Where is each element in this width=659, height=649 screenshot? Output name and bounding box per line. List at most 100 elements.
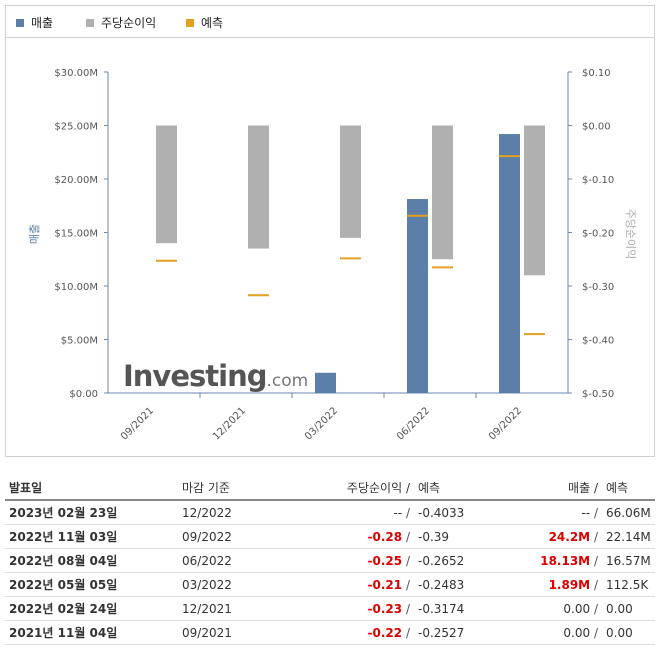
cell-eps-separator: /	[405, 505, 410, 520]
cell-date: 2023년 02월 23일	[5, 500, 178, 525]
cell-date: 2022년 02월 24일	[5, 596, 178, 621]
legend-eps[interactable]: 주당순이익	[86, 14, 156, 31]
cell-eps-forecast: -0.4033	[414, 500, 512, 525]
right-tick-label: $-0.10	[582, 175, 614, 186]
legend-eps-label: 주당순이익	[101, 16, 157, 30]
cell-revenue: -- /	[512, 500, 602, 525]
table-row: 2022년 08월 04일 06/2022 -0.25 /-0.2652 18.13M…	[5, 548, 655, 573]
header-revenue-forecast[interactable]: 예측	[602, 475, 655, 501]
cell-revenue-forecast: 0.00	[602, 596, 655, 621]
cell-eps-value: -0.22	[367, 625, 403, 640]
right-tick-label: $-0.20	[582, 229, 614, 240]
cell-revenue-separator: /	[593, 625, 598, 640]
chart-plot: $30.00M $25.00M $20.00M $15.00M $10.00M $5.00…	[28, 68, 637, 442]
cell-period: 12/2021	[178, 596, 286, 621]
table-row: 2022년 02월 24일 12/2021 -0.23 /-0.3174 0.00 /…	[5, 596, 655, 621]
right-tick-label: $0.00	[582, 122, 611, 133]
cell-revenue-forecast: 0.00	[602, 620, 655, 645]
eps-bar	[432, 125, 453, 260]
cell-eps-separator: /	[405, 553, 410, 568]
cell-eps: -0.22 /	[286, 620, 414, 645]
cell-revenue: 18.13M /	[512, 548, 602, 573]
table-row: 2023년 02월 23일 12/2022 -- / -0.4033 -- /66.06…	[5, 500, 655, 525]
logo-suffix-text: .com	[266, 371, 309, 391]
cell-period: 03/2022	[178, 572, 286, 597]
cell-revenue-forecast: 112.5K	[602, 572, 655, 597]
cell-period: 12/2022	[178, 500, 286, 525]
logo-main-text: Investing	[123, 359, 267, 393]
table-row: 2022년 11월 03일 09/2022 -0.28 /-0.39 24.2M /2…	[5, 524, 655, 549]
cell-eps-value: -0.21	[367, 577, 403, 592]
table-row: 2022년 05월 05일 03/2022 -0.21 / -0.2483 1.89M …	[5, 572, 655, 597]
legend-forecast-swatch	[186, 18, 194, 27]
right-tick-label: $-0.50	[582, 389, 614, 400]
cell-date: 2021년 11월 04일	[5, 620, 178, 645]
left-tick-label: $20.00M	[54, 175, 98, 186]
cell-revenue-value: 1.89M	[548, 577, 591, 592]
header-eps-forecast[interactable]: 예측	[414, 475, 512, 501]
chart-legend: 매출 주당순이익 예측	[6, 6, 654, 38]
table-row: 2021년 11월 04일 09/2021 -0.22 /-0.2527 0.00 /…	[5, 620, 655, 645]
left-tick-label: $30.00M	[54, 68, 98, 79]
legend-revenue-label: 매출	[31, 16, 54, 30]
cell-eps: -0.23 /	[286, 596, 414, 621]
cell-revenue-forecast: 22.14M	[602, 524, 655, 549]
cell-revenue: 0.00 /	[512, 596, 602, 621]
cell-eps-value: --	[393, 505, 403, 520]
right-axis-title: 주당순이익	[624, 209, 637, 260]
left-tick-label: $15.00M	[54, 229, 98, 240]
left-tick-label: $5.00M	[61, 336, 98, 347]
cell-revenue-value: 0.00	[563, 625, 591, 640]
right-tick-label: $0.10	[582, 68, 611, 79]
cell-revenue-value: 18.13M	[540, 553, 591, 568]
left-tick-label: $10.00M	[54, 282, 98, 293]
earnings-chart-panel: 매출 주당순이익 예측 $30.00M $25.00M $20.00M $15.00M…	[5, 5, 655, 457]
cell-eps-value: -0.25	[367, 553, 403, 568]
header-period[interactable]: 마감 기준	[178, 475, 286, 501]
header-eps-label: 주당순이익	[346, 480, 403, 495]
cell-eps-forecast: -0.3174	[414, 596, 512, 621]
header-eps[interactable]: 주당순이익 /	[286, 475, 414, 501]
header-date[interactable]: 발표일	[5, 475, 178, 501]
cell-revenue-separator: /	[593, 505, 598, 520]
cell-eps: -0.28 /	[286, 524, 414, 549]
right-tick-label: $-0.30	[582, 282, 614, 293]
cell-revenue-value: 24.2M	[548, 529, 591, 544]
revenue-bar	[499, 134, 520, 393]
header-revenue[interactable]: 매출 /	[512, 475, 602, 501]
cell-eps-separator: /	[405, 529, 410, 544]
cell-revenue-separator: /	[593, 601, 598, 616]
left-tick-label: $25.00M	[54, 122, 98, 133]
cell-eps-separator: /	[405, 601, 410, 616]
right-tick-label: $-0.40	[582, 336, 614, 347]
cell-revenue-forecast: 16.57M	[602, 548, 655, 573]
cell-eps-forecast: -0.2652	[414, 548, 512, 573]
cell-period: 09/2022	[178, 524, 286, 549]
cell-eps-separator: /	[405, 577, 410, 592]
cell-period: 09/2021	[178, 620, 286, 645]
cell-eps-forecast: -0.2527	[414, 620, 512, 645]
cell-eps-value: -0.23	[367, 601, 403, 616]
legend-revenue[interactable]: 매출	[16, 14, 53, 31]
legend-forecast-label: 예측	[201, 16, 224, 30]
investing-logo: Investing.com	[123, 359, 308, 393]
eps-bar	[156, 125, 177, 244]
eps-bar	[340, 125, 361, 238]
cell-date: 2022년 08월 04일	[5, 548, 178, 573]
left-tick-label: $0.00	[69, 389, 98, 400]
cell-eps-forecast: -0.2483	[414, 572, 512, 597]
left-axis-title: 매출	[28, 224, 41, 244]
header-revenue-label: 매출	[568, 480, 591, 495]
cell-revenue-forecast: 66.06M	[602, 500, 655, 525]
x-tick-label: 03/2022	[303, 405, 340, 442]
cell-date: 2022년 05월 05일	[5, 572, 178, 597]
legend-forecast[interactable]: 예측	[186, 14, 223, 31]
x-tick-label: 09/2021	[119, 405, 156, 442]
cell-eps: -0.25 /	[286, 548, 414, 573]
x-tick-label: 06/2022	[395, 405, 432, 442]
cell-revenue: 1.89M /	[512, 572, 602, 597]
legend-revenue-swatch	[16, 18, 24, 27]
cell-revenue-separator: /	[593, 553, 598, 568]
revenue-bar	[407, 199, 428, 393]
cell-revenue-value: --	[581, 505, 591, 520]
